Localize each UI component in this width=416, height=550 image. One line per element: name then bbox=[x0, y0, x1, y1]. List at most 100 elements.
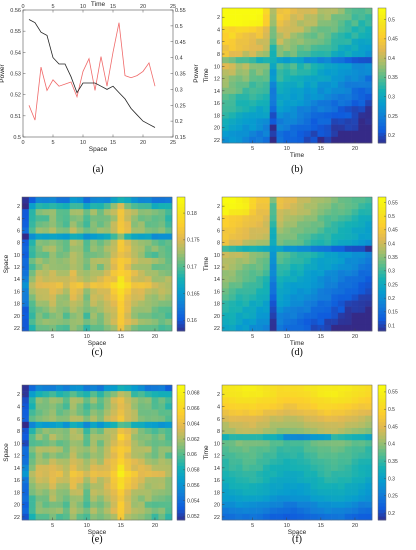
panel-d: 5 10 15 20246810121416182022TimeTime0.10.15… bbox=[203, 196, 398, 358]
heatmap-cell bbox=[117, 209, 125, 216]
heatmap-cell bbox=[222, 276, 230, 283]
heatmap-cell bbox=[90, 312, 98, 320]
heatmap-cell bbox=[137, 434, 146, 441]
heatmap-cell bbox=[269, 26, 277, 33]
heatmap-cell bbox=[151, 282, 159, 289]
heatmap-cell bbox=[235, 215, 243, 222]
heatmap-cell bbox=[222, 14, 230, 21]
heatmap-cell bbox=[124, 427, 132, 435]
heatmap-cell bbox=[358, 8, 366, 15]
heatmap-cell bbox=[165, 501, 173, 509]
heatmap-cell bbox=[351, 239, 359, 247]
heatmap-cell bbox=[276, 26, 284, 33]
heatmap-cell bbox=[83, 197, 91, 204]
heatmap-cell bbox=[62, 324, 71, 332]
heatmap-cell bbox=[317, 397, 325, 404]
heatmap-cell bbox=[69, 251, 77, 259]
heatmap-cell bbox=[358, 106, 366, 113]
heatmap-cell bbox=[103, 197, 111, 204]
colorbar-step bbox=[378, 247, 386, 251]
heatmap-cell bbox=[228, 44, 236, 52]
y-tick-label: 12 bbox=[214, 77, 220, 83]
heatmap-cell bbox=[28, 470, 36, 478]
heatmap-cell bbox=[49, 276, 57, 283]
heatmap-cell bbox=[331, 264, 339, 271]
heatmap-cell bbox=[235, 415, 243, 423]
heatmap-cell bbox=[103, 306, 111, 314]
heatmap-cell bbox=[110, 257, 118, 265]
heatmap-cell bbox=[283, 264, 291, 271]
heatmap-cell bbox=[290, 197, 298, 204]
colorbar-step bbox=[378, 35, 386, 39]
heatmap-cell bbox=[317, 452, 325, 459]
heatmap-cell bbox=[242, 470, 250, 478]
heatmap-cell bbox=[131, 446, 139, 453]
heatmap-cell bbox=[83, 264, 91, 271]
heatmap-cell bbox=[269, 513, 277, 521]
heatmap-cell bbox=[228, 458, 236, 466]
heatmap-cell bbox=[144, 477, 152, 484]
heatmap-cell bbox=[242, 38, 250, 46]
heatmap-cell bbox=[242, 57, 250, 64]
heatmap-cell bbox=[228, 20, 236, 27]
heatmap-cell bbox=[331, 495, 339, 502]
heatmap-cell bbox=[337, 215, 346, 222]
heatmap-cell bbox=[303, 14, 311, 21]
heatmap-cell bbox=[35, 233, 43, 240]
heatmap-cell bbox=[365, 489, 373, 496]
heatmap-cell bbox=[337, 264, 346, 271]
heatmap-cell bbox=[358, 215, 366, 222]
heatmap-cell bbox=[358, 440, 366, 447]
heatmap-cell bbox=[249, 288, 257, 295]
heatmap-cell bbox=[69, 458, 77, 466]
heatmap-cell bbox=[331, 397, 339, 404]
heatmap-cell bbox=[297, 270, 305, 277]
heatmap-cell bbox=[35, 477, 43, 484]
heatmap-cell bbox=[276, 257, 284, 265]
heatmap-cell bbox=[269, 118, 277, 125]
colorbar-step bbox=[378, 253, 386, 258]
heatmap-cell bbox=[365, 32, 373, 39]
heatmap-cell bbox=[117, 203, 125, 210]
heatmap-cell bbox=[269, 483, 277, 490]
heatmap-cell bbox=[297, 276, 305, 283]
heatmap-cell bbox=[269, 14, 277, 21]
heatmap-cell bbox=[297, 440, 305, 447]
heatmap-cell bbox=[131, 397, 139, 404]
heatmap-cell bbox=[337, 495, 346, 502]
heatmap-cell bbox=[269, 409, 277, 416]
heatmap-cell bbox=[35, 215, 43, 222]
heatmap-cell bbox=[165, 282, 173, 289]
heatmap-cell bbox=[228, 81, 236, 89]
heatmap-cell bbox=[49, 421, 57, 429]
colorbar-tick-label: 0.4 bbox=[388, 442, 395, 448]
heatmap-cell bbox=[317, 270, 325, 277]
heatmap-cell bbox=[22, 434, 30, 441]
heatmap-cell bbox=[317, 300, 325, 307]
heatmap-cell bbox=[56, 257, 64, 265]
heatmap-cell bbox=[117, 403, 125, 410]
colorbar-step bbox=[177, 317, 185, 322]
heatmap-cell bbox=[249, 306, 257, 314]
heatmap-cell bbox=[90, 385, 98, 392]
heatmap-cell bbox=[358, 50, 366, 58]
heatmap-cell bbox=[76, 282, 84, 289]
heatmap-cell bbox=[110, 276, 118, 283]
heatmap-cell bbox=[49, 264, 57, 271]
heatmap-cell bbox=[324, 446, 332, 453]
heatmap-cell bbox=[283, 93, 291, 101]
heatmap-cell bbox=[249, 32, 257, 39]
heatmap-cell bbox=[242, 20, 250, 27]
heatmap-cell bbox=[158, 203, 166, 210]
heatmap-cell bbox=[262, 209, 271, 216]
heatmap-cell bbox=[249, 477, 257, 484]
heatmap-cell bbox=[90, 282, 98, 289]
y-tick-label: 18 bbox=[214, 113, 220, 119]
heatmap-cell bbox=[276, 38, 284, 46]
heatmap-cell bbox=[158, 489, 166, 496]
heatmap-cell bbox=[35, 276, 43, 283]
heatmap-cell bbox=[222, 251, 230, 259]
colorbar-step bbox=[378, 203, 386, 208]
heatmap-cell bbox=[351, 81, 359, 89]
heatmap-cell bbox=[303, 391, 311, 398]
